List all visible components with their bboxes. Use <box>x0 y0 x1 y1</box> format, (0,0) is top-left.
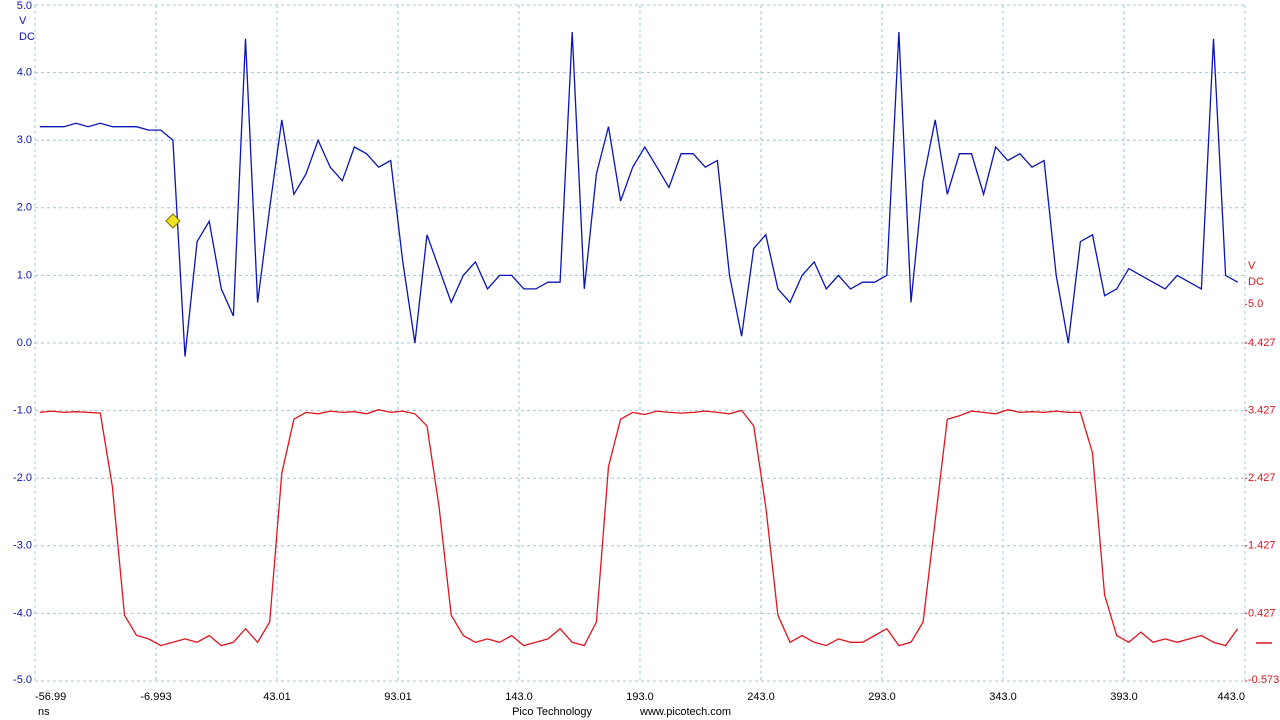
y-tick-label: 0.0 <box>17 337 32 349</box>
x-tick-label: 293.0 <box>868 691 896 703</box>
y-tick-label: -2.0 <box>13 472 32 484</box>
y-tick-label: 3.0 <box>17 134 32 146</box>
x-tick-label: 43.01 <box>263 691 291 703</box>
y-tick-label: 2.0 <box>17 202 32 214</box>
x-tick-label: 93.01 <box>384 691 412 703</box>
y2-coupling: DC <box>1248 276 1264 288</box>
y2-tick-label: 0.427 <box>1248 607 1276 619</box>
trace <box>39 409 1239 647</box>
x-tick-label: -6.993 <box>140 691 171 703</box>
x-unit: ns <box>38 706 50 718</box>
trace <box>39 31 1239 357</box>
y-tick-label: 5.0 <box>17 0 32 12</box>
y-coupling: DC <box>19 31 35 43</box>
footer-brand: Pico Technology <box>512 706 592 718</box>
x-tick-label: 143.0 <box>505 691 533 703</box>
x-tick-label: 243.0 <box>747 691 775 703</box>
y-tick-label: -3.0 <box>13 540 32 552</box>
x-tick-label: 193.0 <box>626 691 654 703</box>
y-tick-label: -4.0 <box>13 607 32 619</box>
x-tick-label: 393.0 <box>1110 691 1138 703</box>
y2-tick-label: 1.427 <box>1248 540 1276 552</box>
y2-unit: V <box>1248 260 1256 272</box>
y2-tick-label: 3.427 <box>1248 405 1276 417</box>
y-tick-label: -1.0 <box>13 405 32 417</box>
y-tick-label: 1.0 <box>17 269 32 281</box>
y-unit: V <box>19 15 27 27</box>
trigger-marker <box>165 213 181 229</box>
footer-url: www.picotech.com <box>639 706 731 718</box>
y2-tick-label: 5.0 <box>1248 298 1263 310</box>
y-tick-label: 4.0 <box>17 67 32 79</box>
y-tick-label: -5.0 <box>13 674 32 686</box>
x-tick-label: 443.0 <box>1217 691 1245 703</box>
y2-tick-label: 4.427 <box>1248 337 1276 349</box>
x-tick-label: 343.0 <box>989 691 1017 703</box>
y2-tick-label: -0.573 <box>1248 674 1279 686</box>
x-tick-label: -56.99 <box>35 691 66 703</box>
y2-tick-label: 2.427 <box>1248 472 1276 484</box>
